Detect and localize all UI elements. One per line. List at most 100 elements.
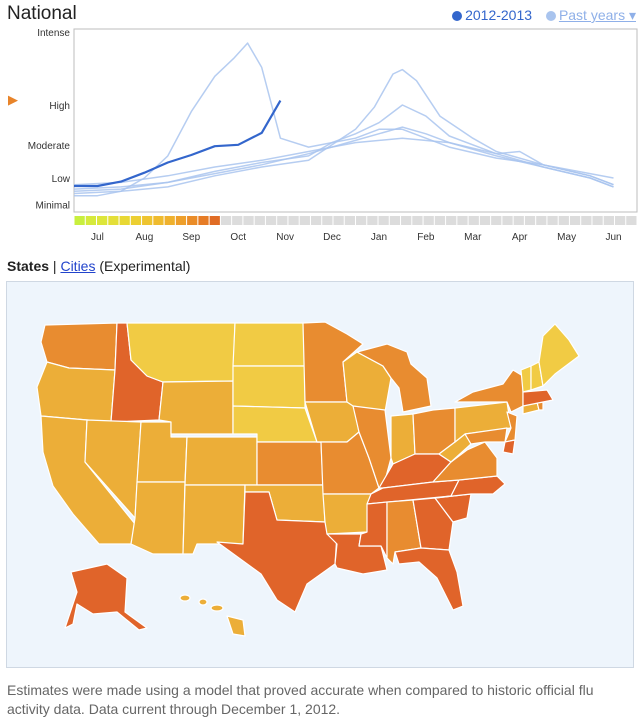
past-years-dot-icon: [545, 11, 556, 21]
state-vermont[interactable]: [520, 365, 532, 393]
activity-strip-cell: [513, 216, 524, 225]
activity-strip-cell: [581, 216, 592, 225]
activity-strip-cell: [626, 216, 637, 225]
x-tick-label: Jul: [91, 232, 104, 243]
activity-strip-cell: [524, 216, 536, 225]
series-line-past: [73, 126, 614, 190]
past-years-label: Past years ▾: [558, 7, 636, 23]
season-current-toggle[interactable]: 2012-2013: [452, 7, 532, 23]
activity-strip-cell: [401, 216, 412, 225]
x-tick-label: Nov: [276, 232, 294, 243]
activity-strip-cell: [243, 216, 254, 225]
map-view-tabs: States | Cities (Experimental): [7, 258, 190, 274]
activity-strip-cell: [344, 216, 355, 225]
x-tick-label: May: [557, 232, 576, 243]
activity-strip-cell: [288, 216, 299, 225]
header: National 2012-2013 Past years ▾: [0, 0, 640, 28]
state-florida[interactable]: [394, 547, 464, 611]
activity-strip-cell: [299, 216, 310, 225]
state-arkansas[interactable]: [322, 493, 372, 535]
x-tick-label: Oct: [230, 232, 246, 243]
activity-strip-cell: [479, 216, 491, 225]
series-line-past: [73, 68, 614, 195]
x-tick-label: Sep: [182, 232, 200, 243]
activity-strip-cell: [333, 216, 344, 225]
state-south-dakota[interactable]: [232, 365, 306, 409]
activity-strip-cell: [322, 216, 333, 225]
state-alaska[interactable]: [64, 563, 148, 631]
season-legend: 2012-2013 Past years ▾: [442, 7, 636, 24]
activity-strip-cell: [198, 216, 209, 225]
x-tick-label: Aug: [135, 232, 153, 243]
activity-strip-cell: [491, 216, 502, 225]
series-line-current: [74, 100, 282, 188]
x-tick-label: Jan: [371, 232, 387, 243]
activity-strip-cell: [412, 216, 423, 225]
y-level-label: High: [49, 101, 70, 112]
activity-strip-cell: [164, 216, 175, 225]
activity-strip-cell: [119, 216, 130, 225]
x-tick-label: Feb: [417, 232, 435, 243]
region-title: National: [7, 3, 77, 24]
state-maine[interactable]: [538, 323, 580, 387]
state-arizona[interactable]: [130, 481, 186, 555]
y-level-label: Minimal: [36, 201, 70, 212]
tab-cities[interactable]: Cities: [60, 258, 96, 274]
state-maryland[interactable]: [464, 427, 508, 445]
activity-strip-cell: [603, 216, 614, 225]
activity-strip-cell: [536, 216, 547, 225]
tab-separator: |: [52, 258, 57, 274]
flu-trend-line-chart: Intense High Moderate Low Minimal Jul Aug Sep Oc…: [8, 28, 638, 243]
activity-strip-cell: [356, 216, 367, 225]
state-hawaii[interactable]: [179, 594, 246, 637]
activity-strip-cell: [378, 216, 389, 225]
hawaii-island-kauai: [179, 594, 191, 602]
state-michigan[interactable]: [356, 343, 432, 413]
past-years-dropdown[interactable]: Past years ▾: [545, 7, 636, 23]
activity-strip-cell: [502, 216, 513, 225]
state-texas[interactable]: [216, 491, 338, 613]
activity-strip-cell: [97, 216, 108, 225]
state-georgia[interactable]: [412, 497, 454, 551]
activity-strip-cell: [569, 216, 581, 225]
activity-strip-cell: [130, 216, 142, 225]
state-colorado[interactable]: [184, 436, 258, 486]
activity-strip-cell: [153, 216, 164, 225]
activity-strip-cell: [187, 216, 198, 225]
hawaii-island-maui: [210, 604, 224, 612]
activity-strip-cell: [310, 216, 322, 225]
current-season-label: 2012-2013: [465, 7, 533, 23]
activity-strip-cell: [254, 216, 265, 225]
states-map: [6, 281, 634, 668]
national-flu-chart: Intense High Moderate Low Minimal Jul Aug Sep Oc…: [0, 27, 640, 247]
activity-strip-cell: [389, 216, 401, 225]
tab-states[interactable]: States: [7, 258, 50, 274]
data-footnote: Estimates were made using a model that p…: [7, 682, 594, 717]
activity-strip-cell: [265, 216, 277, 225]
x-tick-label: Mar: [464, 232, 482, 243]
state-delaware[interactable]: [502, 439, 516, 455]
activity-strip-cell: [142, 216, 153, 225]
hawaii-island-oahu: [198, 598, 208, 606]
hawaii-island-big-island: [226, 615, 246, 637]
experimental-note: (Experimental): [99, 258, 191, 274]
y-level-label: Low: [52, 174, 71, 185]
activity-strip-cell: [446, 216, 457, 225]
x-tick-label: Apr: [512, 232, 528, 243]
state-north-dakota[interactable]: [232, 322, 306, 367]
series-line-past: [73, 137, 614, 186]
activity-strip-cell: [614, 216, 626, 225]
us-states-map-svg: [36, 321, 580, 637]
y-level-label: Moderate: [28, 141, 71, 152]
state-massachusetts[interactable]: [522, 389, 554, 407]
activity-strip-cell: [220, 216, 232, 225]
activity-strip-cell: [592, 216, 603, 225]
state-kansas[interactable]: [256, 441, 324, 486]
series-line-past: [73, 104, 614, 193]
y-level-label: Intense: [37, 28, 70, 39]
plot-area: [73, 28, 638, 213]
current-level-marker-icon: [8, 95, 18, 106]
activity-strip-cell: [423, 216, 434, 225]
activity-strip-cell: [367, 216, 378, 225]
state-oregon[interactable]: [36, 361, 116, 423]
